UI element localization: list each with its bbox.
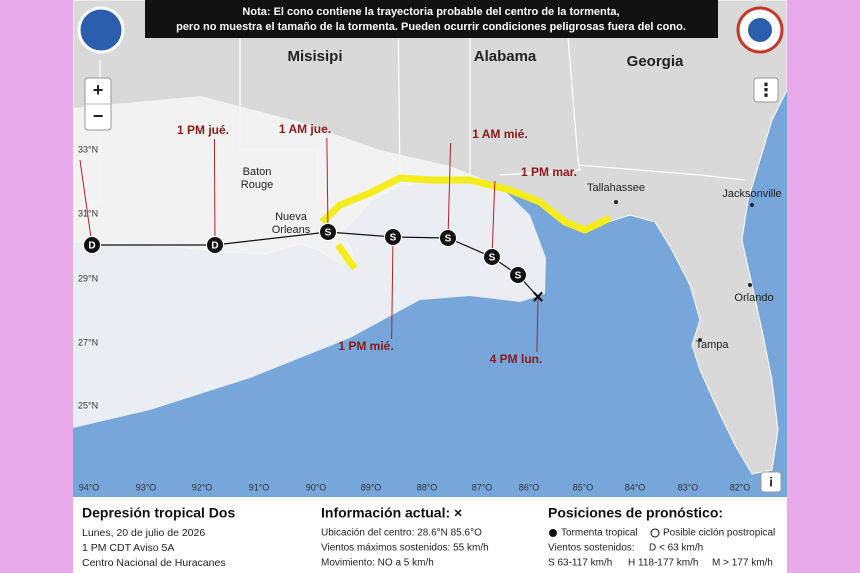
- note-box: [145, 0, 718, 38]
- forecast-point: [206, 236, 224, 254]
- info-panel: [73, 497, 787, 573]
- city-label: Tallahassee: [587, 182, 645, 194]
- forecast-point: [319, 223, 337, 241]
- note-line: Nota: El cono contiene la trayectoria pr…: [242, 6, 619, 18]
- longitude-label: 88°O: [417, 482, 438, 492]
- city-label: Orlando: [734, 292, 773, 304]
- wind-category: M > 177 km/h: [712, 558, 773, 569]
- latitude-label: 25°N: [78, 400, 98, 410]
- city-label: Jacksonville: [722, 188, 781, 200]
- leader-line: [391, 236, 394, 340]
- state-label: Misisipi: [287, 48, 342, 65]
- latitude-label: 31°N: [78, 208, 98, 218]
- leader-line: [326, 137, 329, 233]
- leader-line: [79, 159, 93, 246]
- wind-category: S 63-117 km/h: [548, 558, 612, 569]
- city-label: Rouge: [241, 179, 273, 191]
- note-line: pero no muestra el tamaño de la tormenta…: [176, 21, 686, 33]
- forecast-point: [384, 228, 402, 246]
- city-label: Orleans: [272, 224, 311, 236]
- forecast-point-label: S: [325, 228, 332, 239]
- zoom-in[interactable]: +: [93, 80, 104, 100]
- wind-category: D < 63 km/h: [649, 543, 703, 554]
- menu-button[interactable]: [753, 77, 779, 103]
- city-dot: [750, 203, 754, 207]
- forecast-label: 1 AM jue.: [279, 122, 331, 136]
- legend-tropical-storm: [549, 529, 557, 537]
- city-dot: [614, 200, 618, 204]
- panel-title: Posiciones de pronóstico:: [548, 505, 723, 521]
- forecast-label: 1 PM mié.: [338, 339, 393, 353]
- panel-line: Vientos máximos sostenidos: 55 km/h: [321, 543, 489, 554]
- forecast-point: [83, 236, 101, 254]
- wind-category: H 118-177 km/h: [628, 558, 698, 569]
- city-label: Nueva: [275, 211, 308, 223]
- longitude-label: 83°O: [678, 482, 699, 492]
- forecast-label: 1 PM mar.: [521, 165, 577, 179]
- leader-line: [491, 180, 496, 258]
- menu-icon[interactable]: ⋮: [757, 80, 775, 100]
- forecast-point: [509, 266, 527, 284]
- leader-line: [536, 296, 539, 353]
- longitude-label: 86°O: [519, 482, 540, 492]
- panel-line: Movimiento: NO a 5 km/h: [321, 558, 434, 569]
- current-position: ×: [532, 286, 544, 308]
- winds-title: Vientos sostenidos:: [548, 543, 635, 554]
- latitude-label: 29°N: [78, 273, 98, 283]
- storm-warning: [319, 174, 612, 271]
- panel-line: 1 PM CDT Aviso 5A: [82, 542, 174, 554]
- forecast-point-label: S: [390, 233, 397, 244]
- city-label: Tampa: [695, 339, 729, 351]
- city-label: Baton: [243, 166, 272, 178]
- forecast-label: 1 PM jué.: [177, 123, 229, 137]
- longitude-label: 92°O: [192, 482, 213, 492]
- latitude-label: 27°N: [78, 337, 98, 347]
- info-button[interactable]: [760, 471, 782, 493]
- longitude-label: 93°O: [136, 482, 157, 492]
- forecast-label: 4 PM lun.: [490, 352, 543, 366]
- longitude-label: 91°O: [249, 482, 270, 492]
- city-dot: [748, 283, 752, 287]
- panel-line: Centro Nacional de Huracanes: [82, 557, 226, 569]
- legend-post-tropical: [650, 528, 660, 538]
- forecast-point: [483, 248, 501, 266]
- legend-label: Posible ciclón postropical: [663, 528, 775, 539]
- longitude-label: 89°O: [361, 482, 382, 492]
- longitude-label: 90°O: [306, 482, 327, 492]
- panel-title: Depresión tropical Dos: [82, 505, 235, 521]
- info-icon[interactable]: i: [769, 474, 773, 489]
- leader-line: [213, 138, 216, 246]
- forecast-point-label: D: [211, 241, 218, 252]
- forecast-point-label: S: [445, 234, 452, 245]
- panel-line: Lunes, 20 de julio de 2026: [82, 527, 205, 539]
- longitude-label: 85°O: [573, 482, 594, 492]
- city-dot: [698, 338, 702, 342]
- latitude-label: 33°N: [78, 144, 98, 154]
- panel-line: Ubicación del centro: 28.6°N 85.6°O: [321, 528, 482, 539]
- zoom-out[interactable]: −: [93, 106, 104, 126]
- forecast-point-label: S: [489, 253, 496, 264]
- legend-label: Tormenta tropical: [561, 528, 638, 539]
- longitude-label: 82°O: [730, 482, 751, 492]
- forecast-point: [439, 229, 457, 247]
- panel-title: Información actual: ×: [321, 505, 462, 521]
- longitude-label: 84°O: [625, 482, 646, 492]
- noaa-logo: [77, 6, 125, 54]
- nws-logo-inner: [748, 18, 772, 42]
- state-label: Georgia: [627, 53, 684, 70]
- longitude-label: 94°O: [79, 482, 100, 492]
- forecast-point-label: D: [88, 241, 95, 252]
- map: [73, 0, 787, 497]
- forecast-label: 1 AM mié.: [472, 127, 528, 141]
- forecast-point-label: S: [515, 271, 522, 282]
- state-label: Alabama: [474, 48, 537, 65]
- longitude-label: 87°O: [472, 482, 493, 492]
- leader-line: [447, 142, 452, 239]
